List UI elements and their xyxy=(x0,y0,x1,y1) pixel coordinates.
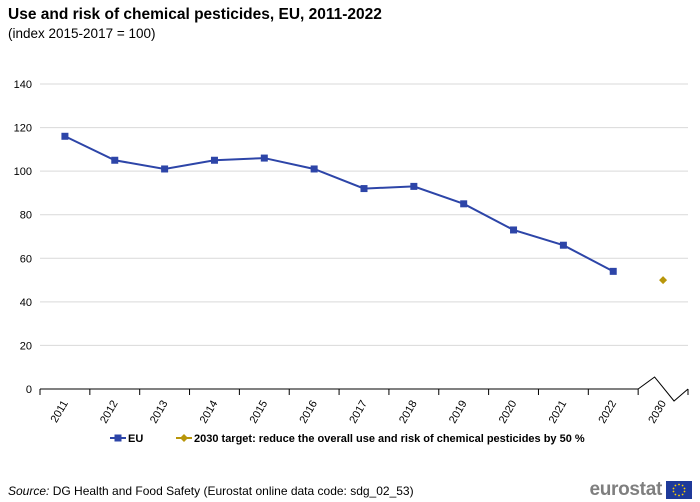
y-tick-label: 0 xyxy=(26,384,32,396)
data-point-eu xyxy=(609,267,617,275)
y-tick-label: 100 xyxy=(14,166,32,178)
data-point-eu xyxy=(360,185,368,193)
x-tick-label: 2012 xyxy=(98,398,121,425)
eurostat-logo: eurostat xyxy=(589,479,692,501)
x-tick-label: 2030 xyxy=(646,398,669,425)
data-point-eu xyxy=(61,132,69,140)
x-tick-label: 2015 xyxy=(248,398,271,425)
y-tick-label: 40 xyxy=(20,297,32,309)
data-point-eu xyxy=(210,156,218,164)
data-point-eu xyxy=(410,182,418,190)
y-tick-label: 120 xyxy=(14,123,32,135)
legend-marker-square xyxy=(114,434,122,442)
data-point-eu xyxy=(161,165,169,173)
data-point-eu xyxy=(559,241,567,249)
line-chart: 0 20 40 60 80 100 120 140 2011 2012 2013 2014 2015 20… xyxy=(14,79,689,445)
data-point-eu xyxy=(510,226,518,234)
axis-break-icon xyxy=(637,376,689,402)
x-tick-label: 2021 xyxy=(547,398,570,425)
y-tick-label: 140 xyxy=(14,79,32,91)
source-text: DG Health and Food Safety (Eurostat onli… xyxy=(52,484,414,498)
data-point-eu xyxy=(310,165,318,173)
source-note: Source: DG Health and Food Safety (Euros… xyxy=(8,484,414,498)
data-point-target xyxy=(659,276,668,285)
data-point-eu xyxy=(460,200,468,208)
x-tick-label: 2011 xyxy=(49,398,71,424)
x-tick-label: 2016 xyxy=(297,398,320,425)
x-tick-label: 2018 xyxy=(397,398,420,425)
x-tick-label: 2020 xyxy=(497,398,520,425)
legend-marker-diamond xyxy=(180,434,188,442)
y-tick-label: 60 xyxy=(20,253,32,265)
logo-text: eurostat xyxy=(589,479,662,500)
data-point-eu xyxy=(111,156,119,164)
x-tick-label: 2013 xyxy=(148,398,171,425)
y-tick-label: 80 xyxy=(20,210,32,222)
x-tick-label: 2022 xyxy=(597,398,620,425)
legend-label: EU xyxy=(128,433,143,445)
x-tick-label: 2019 xyxy=(447,398,470,425)
chart-subtitle: (index 2015-2017 = 100) xyxy=(8,26,156,41)
data-point-eu xyxy=(260,154,268,162)
series-line-eu xyxy=(64,135,614,273)
x-tick-label: 2014 xyxy=(198,398,221,425)
legend-label: 2030 target: reduce the overall use and … xyxy=(194,433,585,445)
x-tick-label: 2017 xyxy=(347,398,370,425)
chart-title: Use and risk of chemical pesticides, EU,… xyxy=(8,6,382,23)
y-tick-label: 20 xyxy=(20,340,32,352)
source-label: Source: xyxy=(8,484,50,498)
eu-flag-icon xyxy=(666,481,692,499)
